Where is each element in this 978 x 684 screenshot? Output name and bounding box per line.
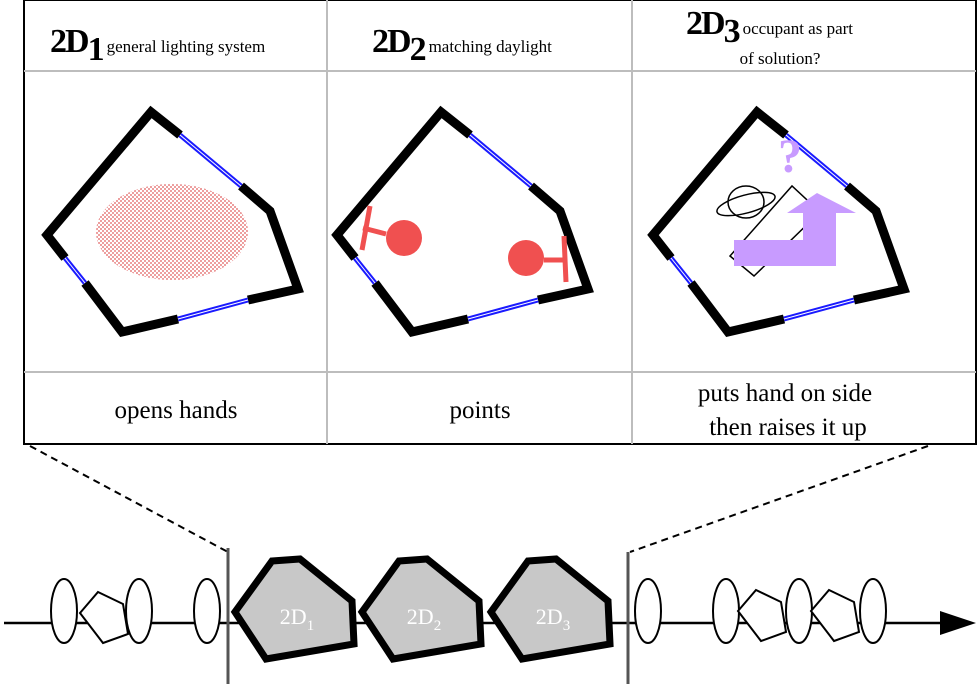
gesture-pentagon (78, 590, 130, 645)
lamp-left (359, 205, 422, 256)
gesture-ellipse (785, 578, 813, 644)
gesture-ellipse (712, 578, 740, 644)
panel-3-caption-line2: then raises it up (709, 414, 867, 441)
panel-2-caption: points (449, 397, 510, 424)
gesture-ellipse (634, 578, 662, 644)
svg-text:2D3: 2D3 (536, 604, 570, 634)
zoom-line-right (629, 445, 929, 553)
zoom-line-left (29, 445, 229, 553)
panel-3-caption-line1: puts hand on side (698, 380, 872, 407)
gesture-ellipse (859, 578, 887, 644)
timeline-segment-2d1: 2D1 (230, 555, 358, 663)
gesture-ellipse (125, 578, 153, 644)
timeline: 2D1 2D2 2D3 (4, 548, 976, 684)
timeline-segment-2d2: 2D2 (357, 555, 485, 663)
gesture-pentagon (809, 588, 861, 643)
raise-arrow-icon (734, 193, 856, 266)
svg-text:2D2: 2D2 (407, 604, 441, 634)
room-plan-1 (41, 105, 304, 338)
timeline-segment-2d3: 2D3 (486, 555, 614, 663)
panel-3-header-line2: of solution? (740, 49, 821, 68)
svg-text:2D1: 2D1 (280, 604, 314, 634)
room-plan-2 (331, 105, 594, 338)
gesture-ellipse (50, 578, 78, 644)
question-mark-icon: ? (778, 130, 802, 183)
room-plan-3 (647, 105, 910, 338)
light-pool (96, 184, 248, 280)
gesture-pentagon (736, 588, 788, 643)
timeline-arrowhead (940, 611, 976, 635)
panel-2-header: 2D2 matching daylight (372, 23, 552, 68)
panel-1-caption: opens hands (115, 397, 238, 424)
panel-3-header: 2D3 occupant as part (686, 5, 853, 50)
panel-1-header: 2D1 general lighting system (50, 23, 265, 68)
gesture-ellipse (193, 578, 221, 644)
lamp-right (508, 235, 569, 283)
